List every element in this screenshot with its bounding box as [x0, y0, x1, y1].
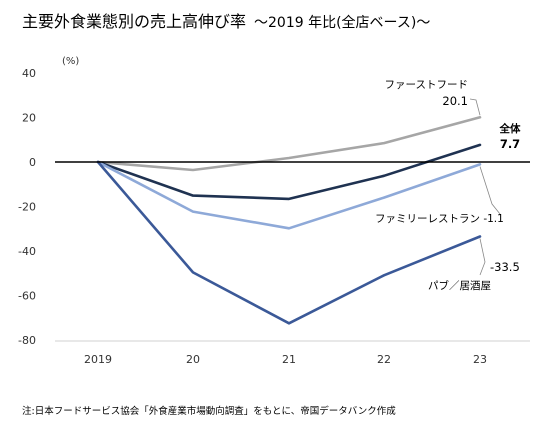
- x-tick-label: 20: [186, 353, 200, 366]
- chart-title-main: 主要外食業態別の売上高伸び率: [22, 12, 247, 31]
- y-tick-label: 20: [22, 112, 36, 125]
- y-tick-label: -80: [18, 334, 36, 347]
- x-tick-label: 23: [473, 353, 487, 366]
- series-line: [96, 160, 482, 325]
- y-tick-label: -20: [18, 201, 36, 214]
- label-leader-line: [479, 238, 486, 276]
- series-label: ファミリーレストラン -1.1: [375, 213, 504, 225]
- label-leader-line: [469, 98, 481, 116]
- y-tick-label: 40: [22, 67, 36, 80]
- x-tick-label: 2019: [84, 353, 112, 366]
- y-axis-unit: (%): [62, 56, 79, 67]
- series-end-value: -33.5: [490, 260, 520, 274]
- label-leader-line: [479, 166, 501, 215]
- series-line: [96, 143, 482, 201]
- x-tick-label: 22: [377, 353, 391, 366]
- series-label: ファーストフード: [385, 79, 468, 91]
- y-tick-label: -60: [18, 290, 36, 303]
- x-tick-label: 21: [282, 353, 296, 366]
- series-line: [96, 116, 482, 172]
- y-tick-label: 0: [29, 156, 36, 169]
- series-line: [96, 160, 482, 230]
- source-note: 注:日本フードサービス協会「外食産業市場動向調査」をもとに、帝国データバンク作成: [22, 406, 396, 417]
- series-end-value: 7.7: [500, 137, 520, 151]
- series-end-value: 20.1: [442, 94, 468, 108]
- chart-title: 主要外食業態別の売上高伸び率 ～2019 年比(全店ベース)～: [22, 8, 430, 32]
- y-tick-label: -40: [18, 245, 36, 258]
- series-label: パブ／居酒屋: [428, 279, 491, 292]
- chart-subtitle: ～2019 年比(全店ベース)～: [254, 15, 431, 31]
- series-label: 全体: [499, 122, 521, 135]
